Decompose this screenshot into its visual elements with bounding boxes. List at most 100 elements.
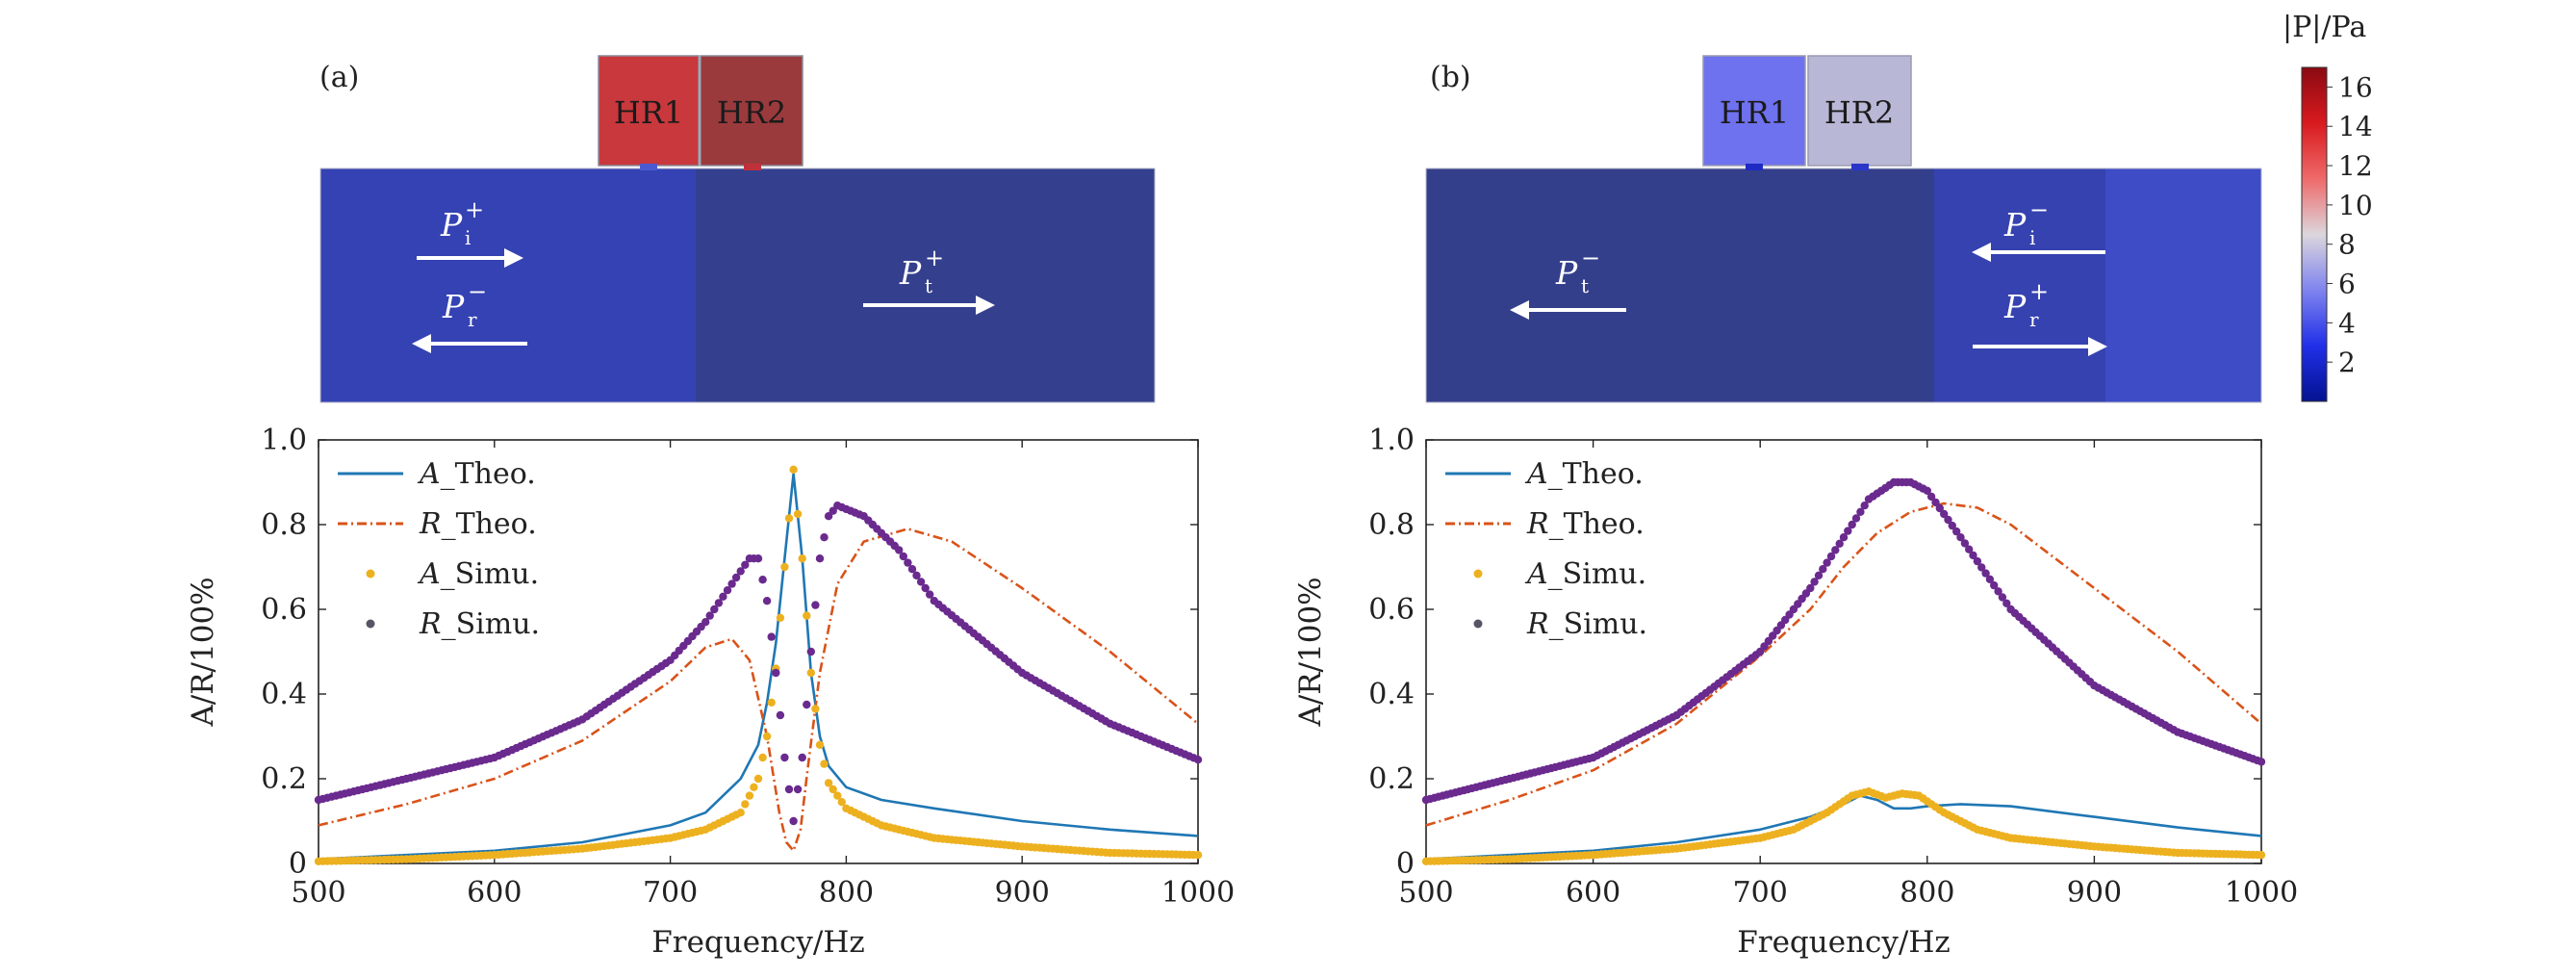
legend-label: R_Simu.: [1526, 607, 1647, 641]
data-point: [820, 533, 829, 542]
x-tick-label: 900: [2067, 876, 2122, 910]
field-region-b-1: [1426, 168, 1934, 402]
resonator-box-a-1: [598, 55, 700, 167]
resonator-neck-a-1: [640, 164, 657, 170]
x-tick-label: 900: [995, 876, 1050, 910]
wave-subscript: i: [465, 226, 471, 249]
plot-b: 500 600 700 800 900 1000 0 0.2 0.4 0.6 0.8 1.0 Frequ…: [1293, 424, 2298, 960]
y-tick-label: 0.4: [1368, 678, 1415, 711]
data-point: [1994, 587, 2002, 596]
wave-superscript: −: [2029, 196, 2049, 223]
legend: A_Theo. R_Theo. A_Simu. R_Simu.: [338, 457, 540, 641]
data-point: [789, 465, 798, 474]
resonator-label-a-2: HR2: [717, 94, 786, 131]
y-tick-label: 0: [289, 847, 307, 881]
wave-superscript: +: [925, 244, 944, 271]
colorbar-gradient: [2301, 66, 2328, 402]
data-point: [1977, 563, 1986, 572]
data-point: [1848, 520, 1856, 529]
data-point: [1819, 565, 1827, 574]
resonator-label-b-2: HR2: [1824, 94, 1894, 131]
data-point: [1193, 756, 1203, 764]
data-point: [741, 560, 750, 569]
y-tick-label: 0: [1396, 847, 1415, 881]
data-point: [758, 576, 767, 584]
colorbar-tick-label: 16: [2338, 71, 2373, 103]
data-point: [1948, 521, 1957, 530]
x-tick-label: 700: [1733, 876, 1788, 910]
wave-symbol: P: [442, 288, 465, 325]
data-point: [1956, 533, 1965, 542]
data-point: [789, 816, 798, 826]
data-point: [1973, 556, 1982, 566]
data-point: [1931, 498, 1940, 507]
y-tick-label: 0.6: [261, 593, 307, 627]
data-point: [701, 618, 710, 627]
data-point: [1193, 851, 1203, 860]
y-tick-label: 0.2: [1368, 762, 1415, 796]
y-tick-label: 1.0: [1368, 424, 1415, 457]
wave-incident-b: P i −: [1972, 196, 2105, 262]
data-point: [1826, 552, 1836, 561]
data-point: [2002, 599, 2011, 607]
wave-superscript: −: [1581, 244, 1600, 271]
data-point: [824, 779, 833, 787]
field-region-a-2: [696, 168, 1155, 402]
wave-transmitted-a: P t +: [863, 244, 995, 315]
plot-a: 500 600 700 800 900 1000 0 0.2 0.4 0.6 0.8 1.0 Frequ…: [186, 424, 1235, 960]
wave-subscript: i: [2029, 226, 2035, 249]
data-point: [731, 573, 741, 582]
data-point: [815, 554, 825, 563]
data-point: [815, 740, 825, 749]
x-tick-label: 1000: [2225, 876, 2298, 910]
data-point: [736, 567, 745, 576]
y-tick-label: 0.8: [1368, 508, 1415, 542]
data-point: [784, 514, 794, 523]
data-point: [723, 586, 732, 595]
data-point: [1960, 539, 1970, 548]
legend-swatch: [366, 619, 375, 629]
series-r-simu: [314, 502, 1203, 826]
x-tick-label: 800: [819, 876, 874, 910]
x-tick-label: 500: [1398, 876, 1453, 910]
wave-subscript: t: [1581, 274, 1589, 297]
data-point: [1851, 514, 1861, 523]
resonator-neck-a-2: [744, 164, 761, 170]
x-tick-label: 500: [291, 876, 345, 910]
y-tick-label: 0.6: [1368, 593, 1415, 627]
data-point: [736, 809, 745, 817]
wave-incident-a: P i +: [417, 196, 523, 268]
data-point: [1985, 575, 1995, 583]
data-point: [1926, 492, 1936, 502]
x-axis-label: Frequency/Hz: [651, 925, 864, 960]
data-point: [806, 647, 815, 656]
colorbar-tick-label: 4: [2338, 307, 2356, 339]
data-point: [811, 601, 820, 609]
data-point: [1944, 515, 1952, 525]
resonator-neck-b-2: [1851, 164, 1869, 170]
x-tick-label: 600: [1566, 876, 1620, 910]
colorbar-tick-label: 12: [2338, 150, 2373, 182]
wave-superscript: +: [465, 196, 484, 223]
y-axis-label: A/R/100%: [1293, 577, 1328, 727]
data-point: [926, 590, 934, 599]
colorbar-tick-label: 10: [2338, 190, 2373, 221]
legend-label: A_Simu.: [417, 557, 539, 591]
data-point: [803, 611, 811, 620]
data-point: [750, 783, 758, 791]
data-point: [727, 579, 736, 588]
x-tick-label: 800: [1900, 876, 1954, 910]
data-point: [899, 552, 907, 561]
wave-symbol: P: [1555, 254, 1578, 292]
data-point: [741, 800, 750, 809]
data-point: [1990, 580, 1999, 590]
wave-subscript: r: [468, 308, 477, 331]
data-point: [1823, 558, 1831, 567]
colorbar: |P|/Pa 16 14 12 10 8 6 4 2: [2283, 11, 2373, 402]
data-point: [1831, 546, 1840, 554]
field-region-b-2: [1934, 168, 2105, 402]
data-point: [793, 785, 803, 794]
data-point: [912, 571, 921, 579]
colorbar-title: |P|/Pa: [2283, 11, 2366, 44]
